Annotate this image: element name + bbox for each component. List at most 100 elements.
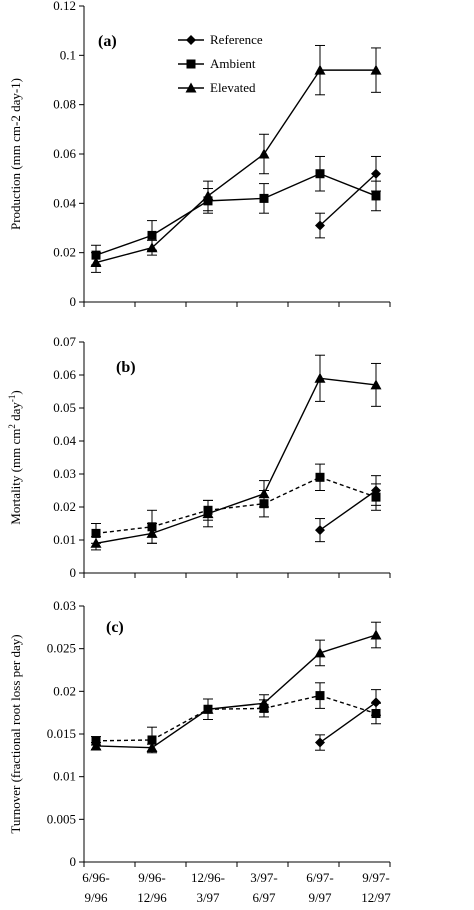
y-tick-label: 0.04	[53, 433, 76, 448]
y-tick-label: 0.06	[53, 367, 76, 382]
x-tick-label: 9/96-	[138, 870, 165, 885]
data-point	[315, 525, 325, 536]
y-tick-label: 0.02	[53, 499, 76, 514]
series-line-segment	[207, 197, 265, 202]
series-line-segment	[263, 652, 321, 704]
data-point	[371, 168, 381, 179]
data-point	[90, 257, 102, 268]
series-line-segment	[95, 234, 153, 256]
series-line-segment	[319, 173, 377, 197]
x-tick-label: 3/97	[196, 890, 220, 905]
data-point	[258, 148, 270, 159]
series-line-segment	[319, 634, 377, 654]
series-line-segment	[207, 702, 265, 710]
series-line-segment	[151, 708, 209, 741]
y-tick-label: 0	[70, 854, 77, 869]
x-tick-label: 9/97	[308, 890, 332, 905]
series-line-segment	[263, 173, 321, 200]
y-tick-label: 0.03	[53, 466, 76, 481]
series-elevated	[90, 44, 382, 273]
data-point	[259, 193, 269, 203]
legend: Reference Ambient Elevated	[178, 32, 263, 95]
data-point	[314, 64, 326, 75]
x-tick-label: 6/97	[252, 890, 276, 905]
series-reference	[315, 155, 381, 239]
y-tick-label: 0.02	[53, 683, 76, 698]
y-tick-label: 0.02	[53, 245, 76, 260]
data-point	[258, 488, 270, 499]
legend-marker	[186, 35, 196, 45]
series-line-segment	[151, 200, 209, 236]
data-point	[315, 472, 325, 482]
data-point	[202, 703, 214, 714]
y-tick-label: 0.05	[53, 400, 76, 415]
series-line-segment	[319, 694, 377, 715]
y-tick-label: 0.12	[53, 0, 76, 13]
x-tick-label: 3/97-	[250, 870, 277, 885]
y-tick-label: 0.03	[53, 598, 76, 613]
data-point	[371, 492, 381, 502]
y-tick-label: 0.01	[53, 769, 76, 784]
series-line-segment	[207, 707, 265, 710]
legend-entry: Elevated	[210, 80, 256, 95]
data-point	[146, 742, 158, 753]
data-point	[202, 190, 214, 201]
data-point	[146, 242, 158, 253]
series-line-segment	[95, 526, 153, 535]
data-point	[371, 709, 381, 719]
y-axis-label: Production (mm cm-2 day-1)	[8, 78, 23, 230]
y-tick-label: 0.01	[53, 532, 76, 547]
series-line-segment	[95, 532, 153, 544]
series-elevated	[90, 354, 382, 551]
series-line-segment	[95, 745, 153, 749]
x-tick-label: 12/96-	[191, 870, 225, 885]
y-tick-label: 0.04	[53, 195, 76, 210]
series-line-segment	[151, 708, 209, 749]
data-point	[315, 691, 325, 701]
data-point	[90, 537, 102, 548]
data-point	[315, 220, 325, 231]
series-line-segment	[263, 377, 321, 495]
x-tick-label: 6/97-	[306, 870, 333, 885]
legend-entry: Ambient	[210, 56, 256, 71]
series-line-segment	[207, 503, 265, 511]
x-tick-label: 9/96	[84, 890, 108, 905]
y-tick-label: 0.07	[53, 334, 76, 349]
data-point	[315, 169, 325, 179]
panel-label: (a)	[98, 33, 117, 50]
data-point	[147, 735, 157, 745]
series-reference	[315, 475, 381, 543]
data-point	[371, 697, 381, 708]
data-point	[315, 737, 325, 748]
legend-marker	[185, 82, 197, 93]
series-line-segment	[263, 476, 321, 505]
y-tick-label: 0	[70, 565, 77, 580]
series-line-segment	[263, 69, 321, 155]
y-tick-label: 0.015	[47, 726, 76, 741]
y-tick-label: 0.06	[53, 146, 76, 161]
x-tick-label: 12/97	[361, 890, 391, 905]
series-line-segment	[151, 509, 209, 528]
panel-a: 0 0.02 0.04 0.06 0.08 0.1 0.12 Production (mm c…	[8, 0, 391, 309]
data-point	[371, 191, 381, 201]
y-tick-label: 0.025	[47, 641, 76, 656]
y-axis-label: Turnover (fractional root loss per day)	[8, 634, 23, 833]
series-line-segment	[95, 247, 153, 264]
series-line-segment	[263, 694, 321, 710]
data-point	[314, 372, 326, 383]
series-ambient	[91, 682, 381, 754]
y-tick-label: 0	[70, 294, 77, 309]
series-line-segment	[319, 173, 377, 227]
series-elevated	[90, 621, 382, 753]
y-tick-label: 0.1	[60, 47, 76, 62]
data-point	[314, 647, 326, 658]
series-line-segment	[207, 153, 265, 197]
panel-label: (c)	[106, 619, 124, 636]
series-ambient	[91, 155, 381, 266]
panel-label: (b)	[116, 359, 136, 376]
data-point	[91, 528, 101, 538]
data-point	[147, 230, 157, 240]
y-tick-label: 0.08	[53, 97, 76, 112]
data-point	[370, 379, 382, 390]
